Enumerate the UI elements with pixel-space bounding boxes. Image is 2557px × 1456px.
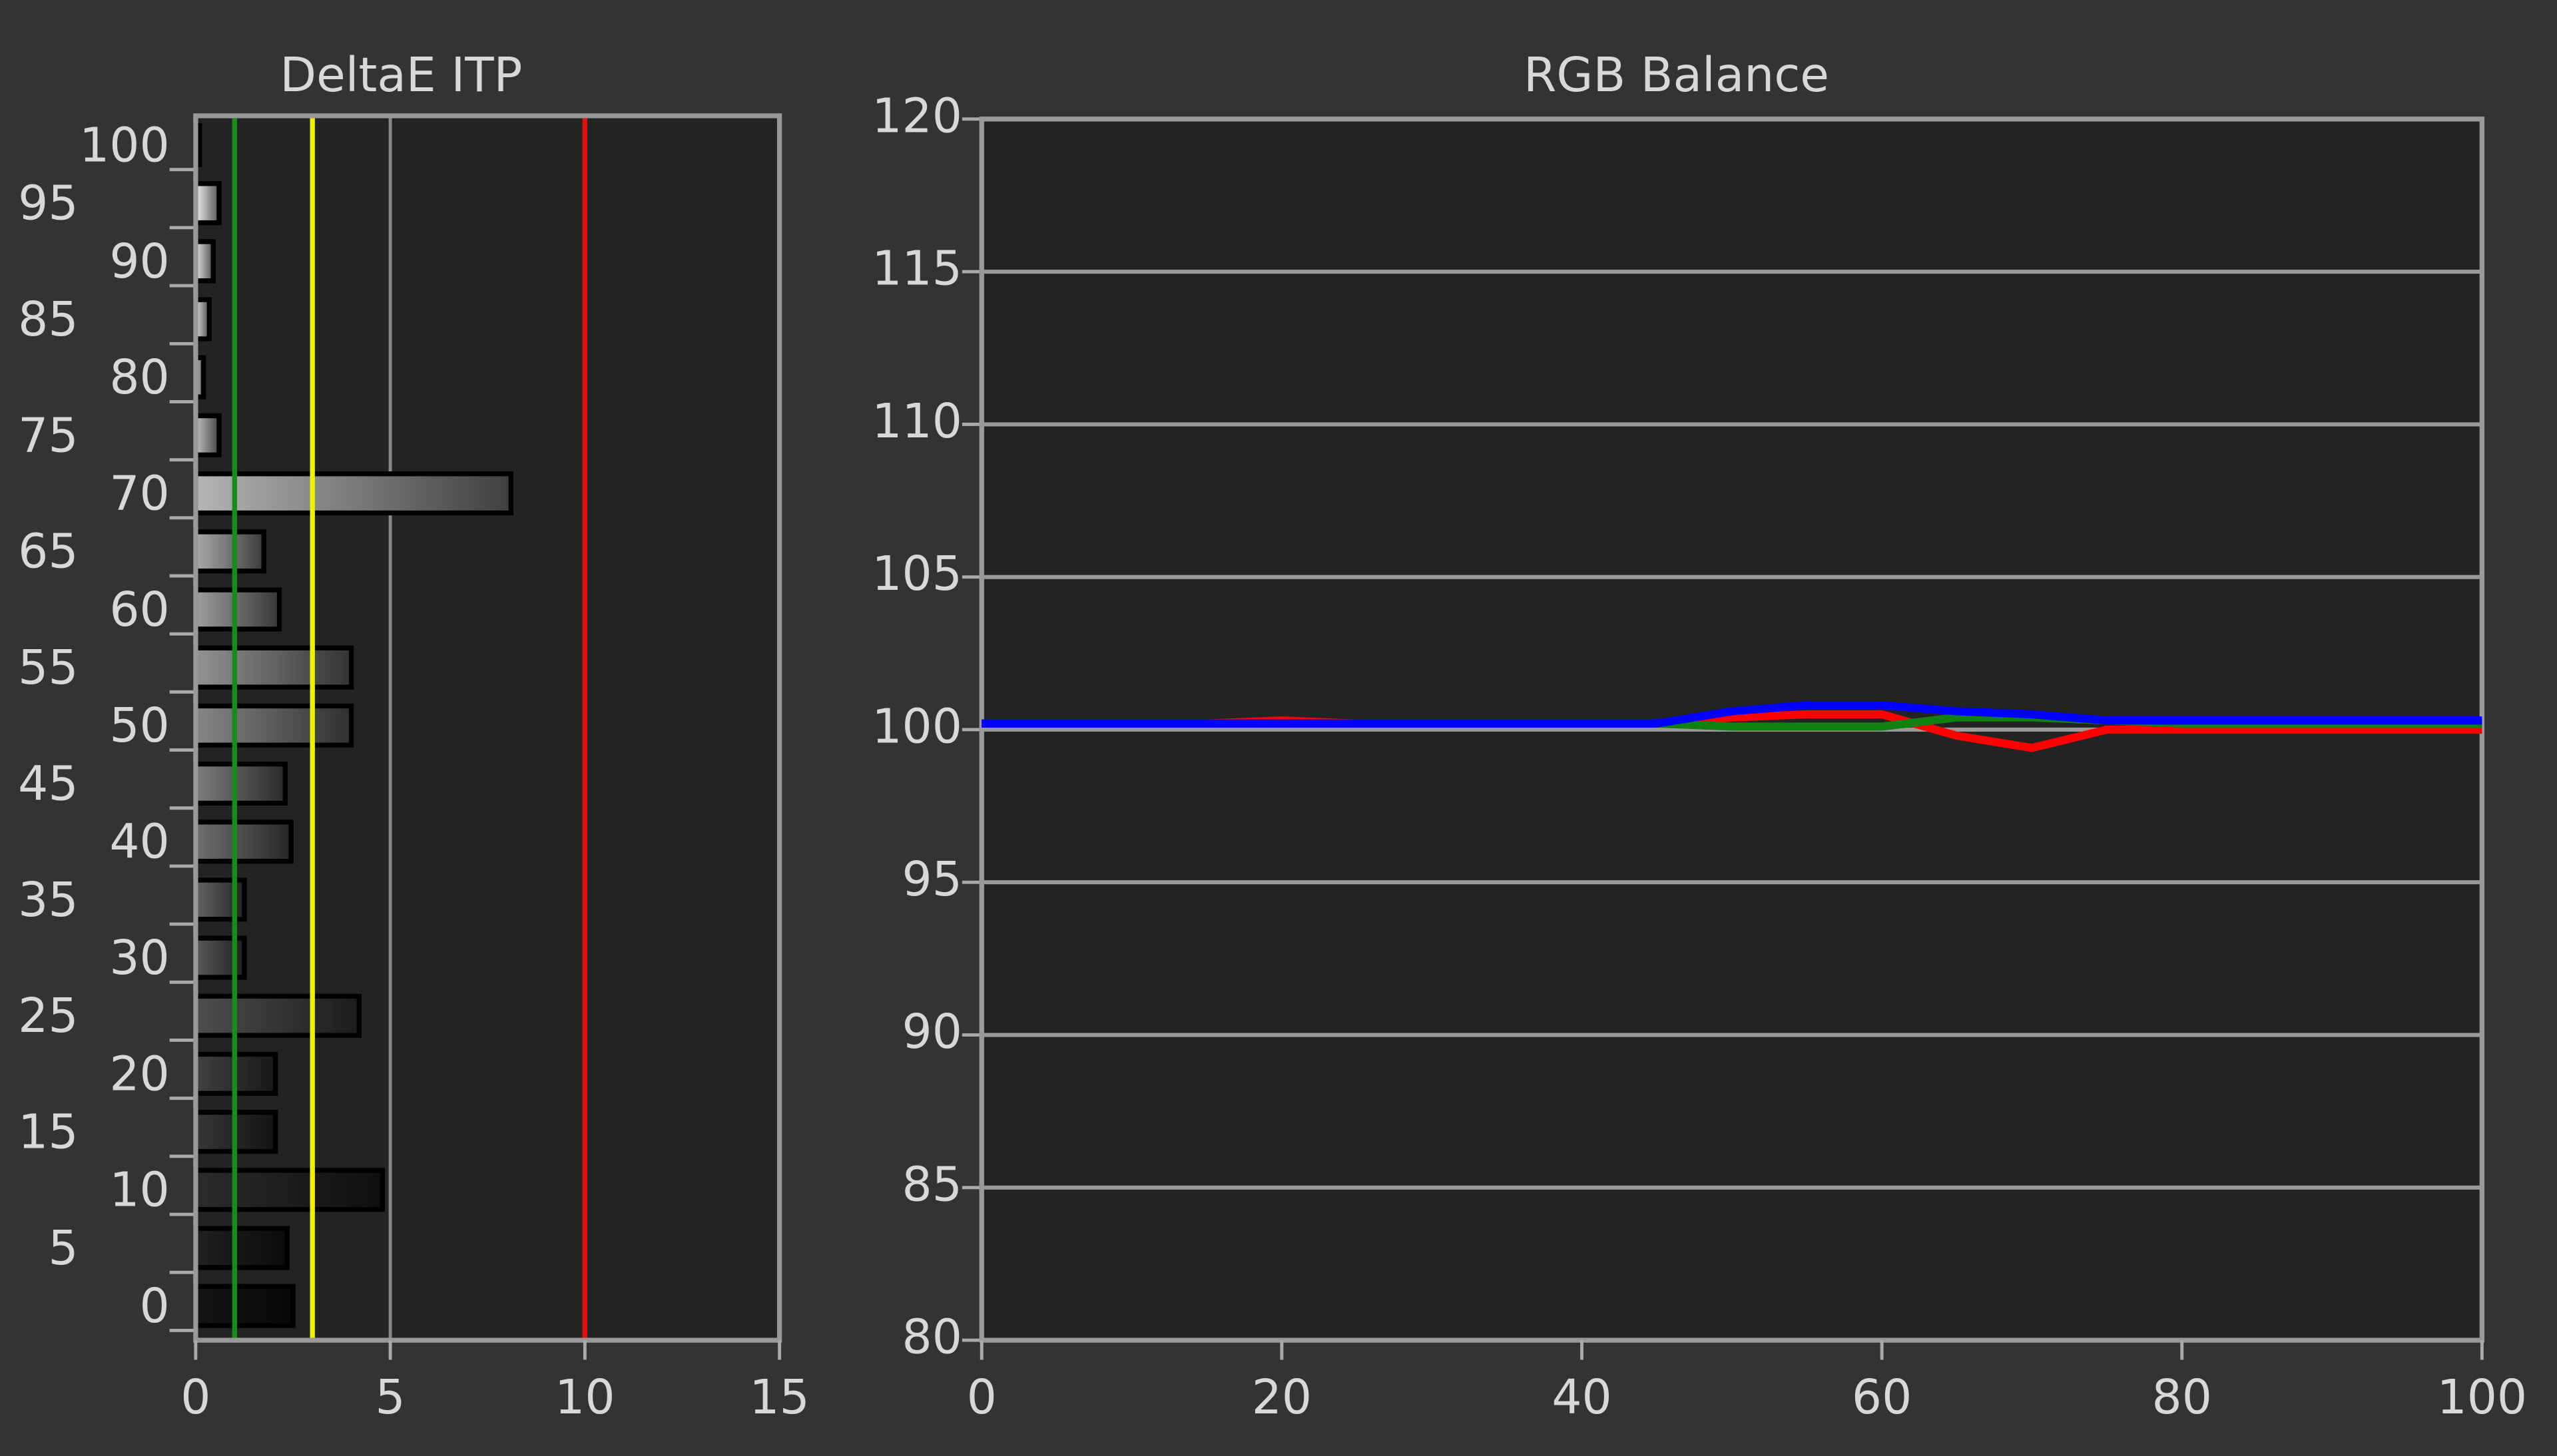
x-tick-label: 10: [555, 1369, 615, 1425]
x-tick-label: 40: [1552, 1369, 1611, 1425]
y-tick-label: 0: [140, 1278, 170, 1334]
bar: [193, 413, 222, 457]
bar: [193, 239, 216, 284]
bar: [193, 181, 222, 226]
y-tick-label: 95: [902, 851, 962, 907]
y-tick-label: 5: [48, 1220, 78, 1276]
x-tick-label: 60: [1852, 1369, 1912, 1425]
y-tick-label: 100: [79, 117, 170, 172]
bar: [193, 703, 354, 748]
bar: [193, 1284, 296, 1328]
bar: [193, 993, 362, 1038]
y-tick-label: 100: [872, 698, 962, 754]
y-tick-label: 105: [872, 546, 962, 601]
x-tick-label: 100: [2437, 1369, 2528, 1425]
chart-title: RGB Balance: [1524, 47, 1829, 103]
y-tick-label: 15: [18, 1104, 78, 1160]
y-tick-label: 10: [109, 1162, 169, 1218]
y-tick-label: 65: [18, 524, 78, 579]
x-tick-label: 80: [2152, 1369, 2212, 1425]
y-tick-label: 55: [18, 640, 78, 695]
y-tick-label: 30: [109, 930, 169, 985]
bar: [193, 471, 513, 516]
bar: [193, 587, 282, 632]
bar: [193, 645, 354, 690]
bar: [193, 1168, 386, 1212]
y-tick-label: 35: [18, 872, 78, 927]
x-tick-label: 20: [1252, 1369, 1312, 1425]
y-tick-label: 85: [902, 1156, 962, 1212]
bar: [193, 820, 294, 864]
y-tick-label: 115: [872, 241, 962, 296]
chart-title: DeltaE ITP: [280, 47, 522, 103]
y-tick-label: 25: [18, 988, 78, 1043]
y-tick-label: 90: [109, 234, 169, 289]
y-tick-label: 80: [109, 350, 169, 405]
y-tick-label: 70: [109, 466, 169, 521]
y-tick-label: 40: [109, 814, 169, 869]
bar: [193, 761, 288, 806]
y-tick-label: 75: [18, 407, 78, 463]
y-tick-label: 110: [872, 393, 962, 449]
x-tick-label: 0: [180, 1369, 210, 1425]
bar: [193, 1226, 290, 1270]
bar: [193, 529, 266, 574]
x-tick-label: 0: [967, 1369, 997, 1425]
y-tick-label: 120: [872, 88, 962, 143]
y-tick-label: 85: [18, 292, 78, 347]
x-tick-label: 15: [749, 1369, 809, 1425]
x-tick-label: 5: [376, 1369, 406, 1425]
y-tick-label: 90: [902, 1004, 962, 1059]
series-line: [982, 701, 2482, 728]
y-tick-label: 80: [902, 1310, 962, 1365]
y-tick-label: 20: [109, 1046, 169, 1101]
y-tick-label: 95: [18, 176, 78, 231]
y-tick-label: 50: [109, 698, 169, 753]
y-tick-label: 60: [109, 582, 169, 637]
plot-border: [193, 113, 782, 1343]
y-tick-label: 45: [18, 756, 78, 811]
